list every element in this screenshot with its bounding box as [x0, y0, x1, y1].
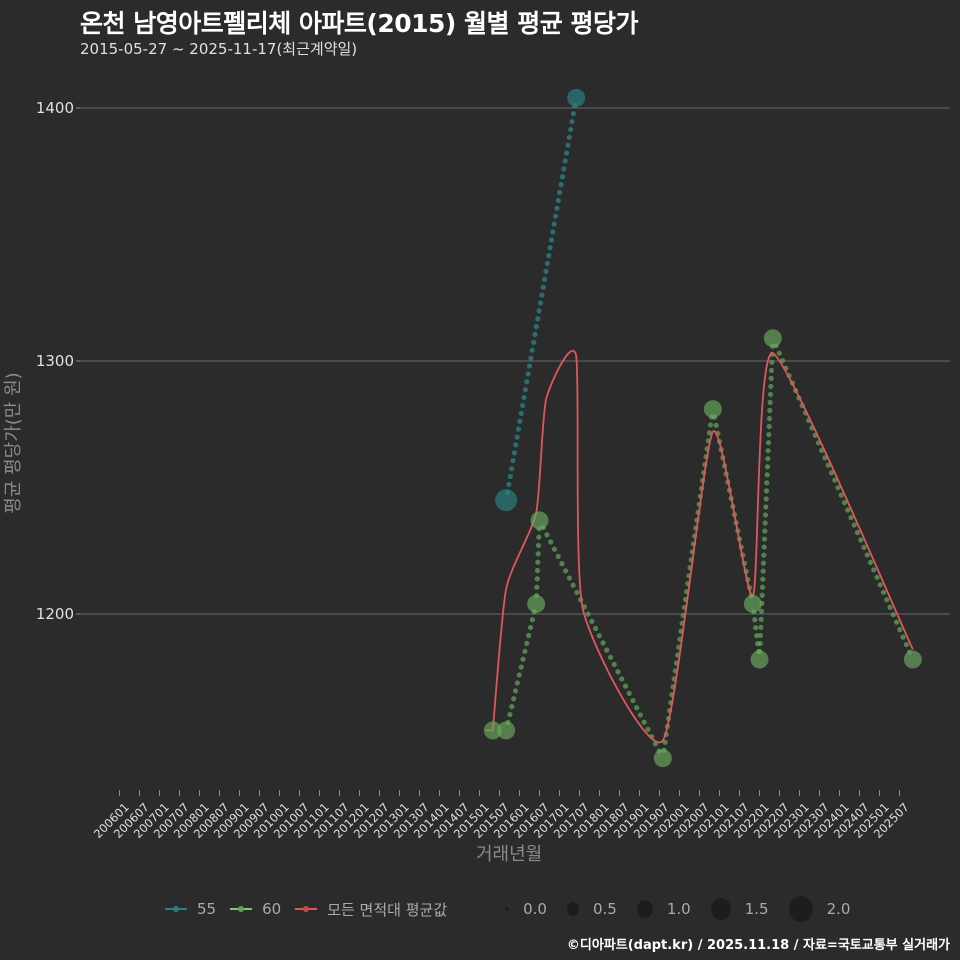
- size-circle-icon: [566, 902, 579, 916]
- size-label: 2.0: [826, 900, 851, 918]
- legend-size-2: 2.0: [788, 896, 851, 922]
- size-label: 1.5: [744, 900, 769, 918]
- legend-size-15: 1.5: [710, 898, 769, 920]
- legend: 55 60 모든 면적대 평균값 0.0 0.5 1.0 1.5 2.0: [165, 896, 870, 922]
- legend-label: 55: [197, 900, 217, 918]
- legend-item-average: 모든 면적대 평균값: [295, 899, 447, 920]
- size-label: 1.0: [666, 900, 691, 918]
- series-55: [504, 103, 578, 495]
- y-tick-1200: 1200: [35, 605, 74, 623]
- source-caption: ©디아파트(dapt.kr) / 2025.11.18 / 자료=국토교통부 실…: [566, 938, 950, 953]
- y-tick-1400: 1400: [35, 99, 74, 117]
- legend-line-icon: [165, 906, 187, 912]
- size-label: 0.0: [523, 900, 547, 918]
- size-circle-icon: [505, 907, 510, 911]
- legend-line-icon: [295, 906, 318, 912]
- legend-size-1: 1.0: [636, 900, 691, 918]
- size-circle-icon: [710, 898, 731, 920]
- gridlines: [76, 107, 950, 615]
- legend-size-05: 0.5: [566, 900, 617, 918]
- series-all-average: [485, 349, 914, 744]
- size-label: 0.5: [592, 900, 617, 918]
- legend-item-60: 60: [230, 900, 281, 918]
- legend-size-0: 0.0: [505, 900, 547, 918]
- chart-subtitle: 2015-05-27 ~ 2025-11-17(최근계약일): [80, 40, 358, 58]
- legend-line-icon: [230, 906, 253, 912]
- legend-label: 60: [262, 900, 282, 918]
- size-circle-icon: [636, 900, 653, 918]
- size-circle-icon: [788, 896, 813, 922]
- data-points: [483, 88, 922, 768]
- legend-item-55: 55: [165, 900, 216, 918]
- x-axis-label: 거래년월: [476, 844, 543, 865]
- x-tick-marks: [119, 790, 900, 796]
- y-tick-1300: 1300: [35, 352, 74, 370]
- chart-title: 온천 남영아트펠리체 아파트(2015) 월별 평균 평당가: [80, 9, 638, 38]
- legend-label: 모든 면적대 평균값: [327, 900, 448, 919]
